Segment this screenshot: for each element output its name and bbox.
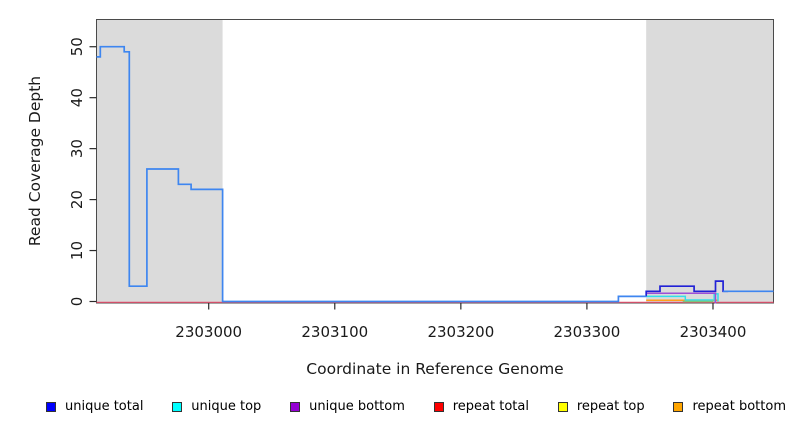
legend-item-repeat-bottom: repeat bottom xyxy=(673,399,786,414)
y-tick-label: 0 xyxy=(68,297,86,307)
series-line-coverage-main-unique-total- xyxy=(96,45,647,303)
x-tick-label: 2303300 xyxy=(554,323,621,341)
y-tick-label: 20 xyxy=(68,190,86,209)
legend-label: unique total xyxy=(65,399,144,414)
legend-item-unique-top: unique top xyxy=(172,399,261,414)
legend-label: repeat total xyxy=(452,399,529,414)
repeat-region-right xyxy=(646,20,774,303)
series-line-unique-bottom xyxy=(646,292,717,304)
legend-label: unique bottom xyxy=(309,399,405,414)
legend-item-unique-total: unique total xyxy=(46,399,143,414)
repeat-region-left xyxy=(96,20,223,303)
y-tick-label: 30 xyxy=(68,139,86,158)
legend-label: unique top xyxy=(191,399,262,414)
x-tick-label: 2303100 xyxy=(301,323,368,341)
legend-swatch-repeat-bottom xyxy=(673,401,684,412)
legend-swatch-unique-total xyxy=(46,401,56,412)
x-tick-label: 2303400 xyxy=(680,323,747,341)
legend-label: repeat top xyxy=(576,399,645,414)
series-line-unique-total xyxy=(645,280,729,297)
legend-swatch-repeat-top xyxy=(557,401,568,412)
series-line-unique-top xyxy=(646,295,713,301)
legend-item-unique-bottom: unique bottom xyxy=(290,399,405,414)
legend: unique total unique top unique bottom repea… xyxy=(46,399,786,414)
legend-swatch-unique-top xyxy=(172,401,183,412)
y-axis-title: Read Coverage Depth xyxy=(26,76,44,246)
legend-swatch-repeat-total xyxy=(433,401,444,412)
x-tick-label: 2303000 xyxy=(175,323,242,341)
legend-label: repeat bottom xyxy=(692,399,786,414)
legend-item-repeat-total: repeat total xyxy=(433,399,529,414)
y-tick-label: 10 xyxy=(68,241,86,260)
x-axis-title: Coordinate in Reference Genome xyxy=(306,360,563,378)
legend-item-repeat-top: repeat top xyxy=(557,399,645,414)
y-tick-label: 50 xyxy=(68,37,86,56)
x-tick-label: 2303200 xyxy=(427,323,494,341)
y-tick-label: 40 xyxy=(68,88,86,107)
plot-box xyxy=(96,19,774,304)
legend-swatch-unique-bottom xyxy=(290,401,301,412)
